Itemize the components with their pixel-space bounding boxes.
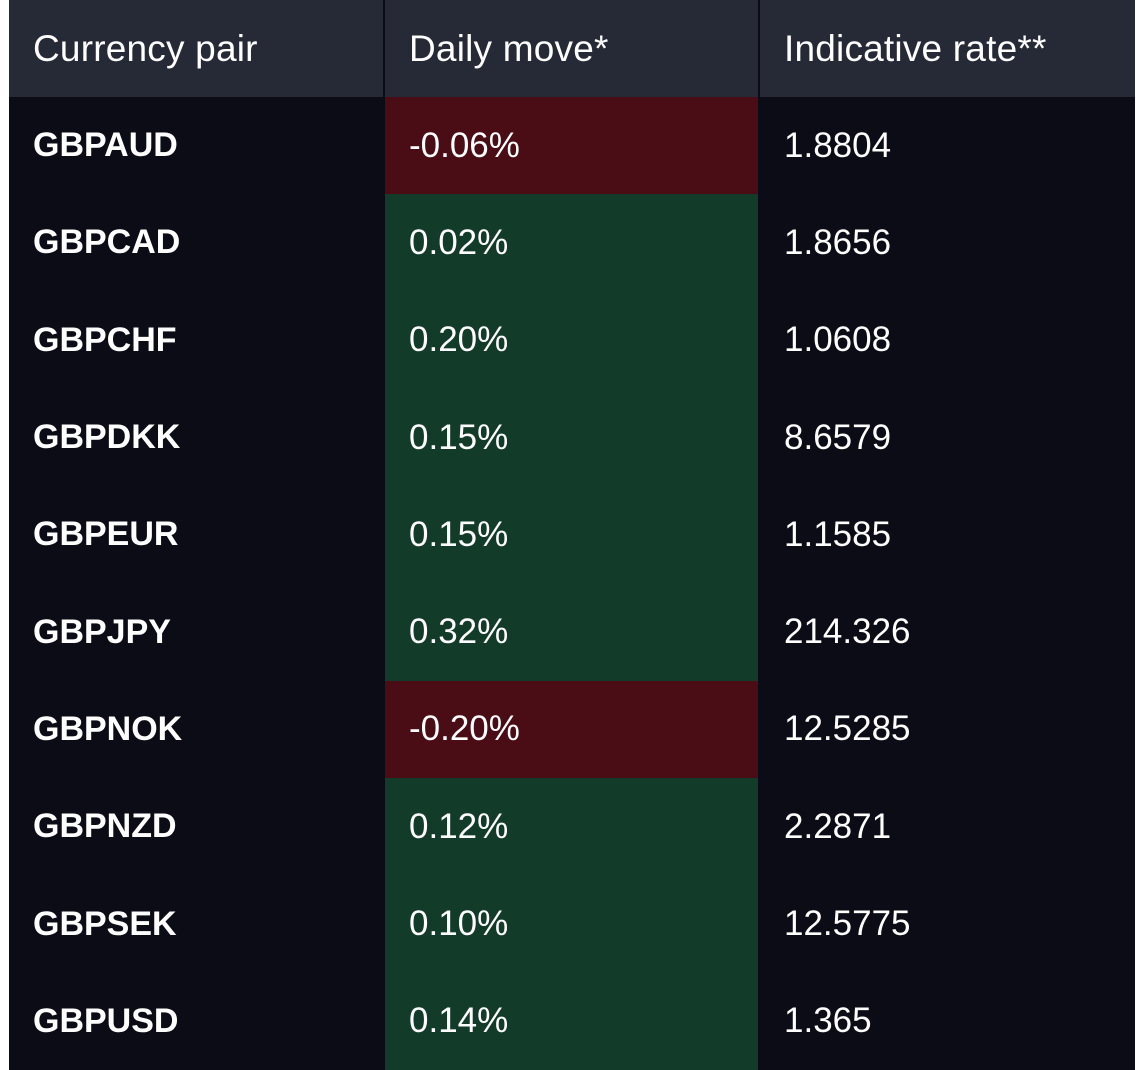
currency-pair-cell: GBPUSD	[9, 972, 384, 1070]
indicative-rate-cell: 2.2871	[758, 778, 1135, 876]
currency-pair-cell: GBPAUD	[9, 97, 384, 195]
daily-move-cell: 0.15%	[383, 486, 759, 584]
daily-move-cell: 0.32%	[383, 583, 759, 681]
indicative-rate-cell: 1.1585	[758, 486, 1135, 584]
table-row: GBPUSD 0.14% 1.365	[9, 972, 1135, 1070]
table-row: GBPAUD -0.06% 1.8804	[9, 97, 1135, 195]
daily-move-cell: 0.14%	[383, 972, 759, 1070]
daily-move-cell: -0.20%	[383, 680, 759, 779]
table-row: GBPNZD 0.12% 2.2871	[9, 778, 1135, 876]
daily-move-cell: 0.20%	[383, 291, 759, 389]
indicative-rate-cell: 1.365	[758, 972, 1135, 1070]
column-header-daily-move: Daily move*	[383, 0, 759, 97]
daily-move-cell: 0.02%	[383, 194, 759, 292]
table-row: GBPEUR 0.15% 1.1585	[9, 486, 1135, 584]
indicative-rate-cell: 12.5285	[758, 680, 1135, 779]
currency-pair-cell: GBPEUR	[9, 486, 384, 584]
currency-pair-cell: GBPNZD	[9, 778, 384, 876]
daily-move-cell: 0.10%	[383, 875, 759, 973]
table-row: GBPJPY 0.32% 214.326	[9, 583, 1135, 681]
indicative-rate-cell: 1.8804	[758, 97, 1135, 195]
indicative-rate-cell: 1.0608	[758, 291, 1135, 389]
column-header-currency-pair: Currency pair	[9, 0, 384, 97]
table-header-row: Currency pair Daily move* Indicative rat…	[9, 0, 1135, 97]
daily-move-cell: 0.15%	[383, 388, 759, 487]
currency-pair-cell: GBPJPY	[9, 583, 384, 681]
daily-move-cell: 0.12%	[383, 778, 759, 876]
indicative-rate-cell: 8.6579	[758, 388, 1135, 487]
table-row: GBPCHF 0.20% 1.0608	[9, 291, 1135, 389]
table-row: GBPSEK 0.10% 12.5775	[9, 875, 1135, 973]
indicative-rate-cell: 214.326	[758, 583, 1135, 681]
indicative-rate-cell: 1.8656	[758, 194, 1135, 292]
currency-pair-cell: GBPCHF	[9, 291, 384, 389]
currency-pair-cell: GBPCAD	[9, 194, 384, 292]
table-row: GBPDKK 0.15% 8.6579	[9, 388, 1135, 487]
indicative-rate-cell: 12.5775	[758, 875, 1135, 973]
rates-table-container: Currency pair Daily move* Indicative rat…	[9, 0, 1135, 1070]
table-row: GBPCAD 0.02% 1.8656	[9, 194, 1135, 292]
table-row: GBPNOK -0.20% 12.5285	[9, 680, 1135, 779]
currency-rates-table: Currency pair Daily move* Indicative rat…	[9, 0, 1135, 1070]
column-header-indicative-rate: Indicative rate**	[758, 0, 1135, 97]
currency-pair-cell: GBPNOK	[9, 680, 384, 779]
currency-pair-cell: GBPSEK	[9, 875, 384, 973]
currency-pair-cell: GBPDKK	[9, 388, 384, 487]
daily-move-cell: -0.06%	[383, 97, 759, 195]
